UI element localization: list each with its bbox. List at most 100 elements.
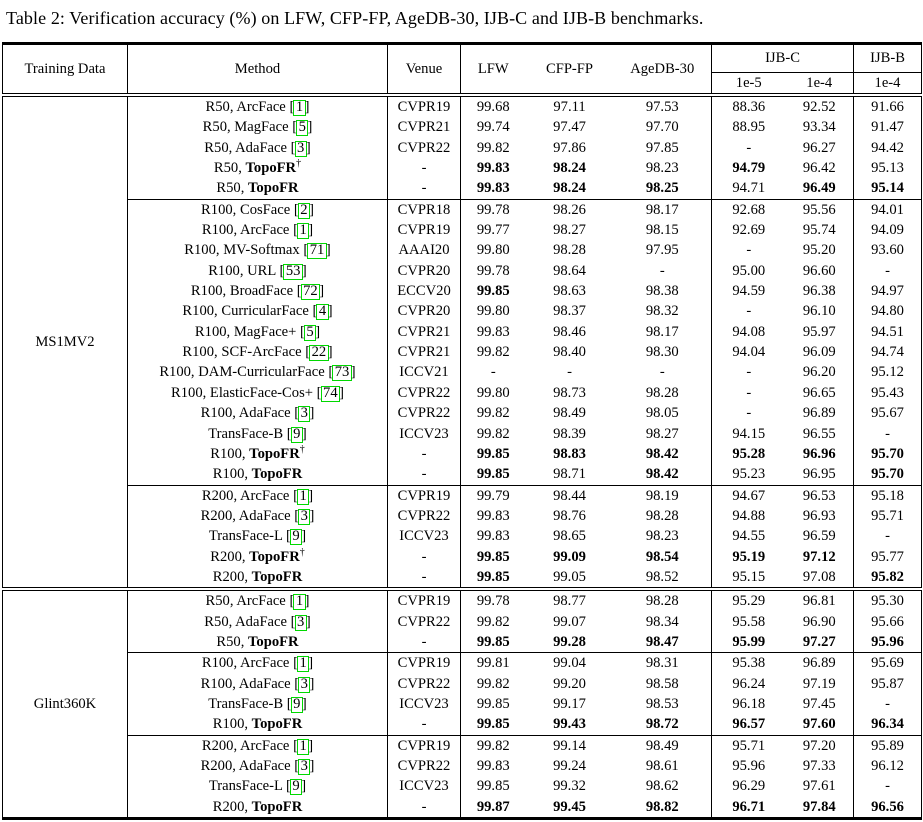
method-prefix: R50, bbox=[205, 593, 237, 610]
value-cell: 98.58 bbox=[613, 673, 712, 694]
citation-link[interactable]: 53 bbox=[283, 263, 303, 280]
citation-link[interactable]: 72 bbox=[300, 284, 321, 301]
method-prefix: R200, bbox=[212, 568, 252, 585]
citation-link[interactable]: 1 bbox=[296, 656, 310, 673]
col-header-ijbc-1e-5: 1e-5 bbox=[711, 72, 786, 97]
value-cell: 97.86 bbox=[553, 139, 586, 156]
value-cell: 98.63 bbox=[553, 283, 586, 300]
value-cell: 98.05 bbox=[613, 403, 712, 424]
citation-link[interactable]: 1 bbox=[293, 594, 306, 611]
citation-link[interactable]: 71 bbox=[307, 243, 327, 260]
table-row: R100, ArcFace [1] CVPR19 99.77 98.27 98.15 92… bbox=[3, 220, 922, 241]
method-cell: R100, TopoFR† bbox=[127, 443, 388, 465]
method-prefix: R100, bbox=[182, 303, 222, 320]
citation-link[interactable]: 4 bbox=[316, 304, 329, 321]
citation-link[interactable]: 3 bbox=[298, 406, 311, 423]
citation-link[interactable]: 22 bbox=[309, 345, 329, 362]
value-cell: 91.66 bbox=[871, 99, 904, 115]
value-cell: 98.71 bbox=[553, 466, 586, 483]
citation-link[interactable]: 2 bbox=[297, 202, 311, 219]
table-row: R200, ArcFace [1] CVPR19 99.82 99.14 98.49 95… bbox=[3, 734, 922, 756]
venue-cell: CVPR19 bbox=[387, 652, 461, 674]
col-header-ijbc: IJB-C bbox=[711, 43, 854, 73]
citation-link[interactable]: 5 bbox=[296, 120, 309, 137]
citation-link[interactable]: 5 bbox=[303, 324, 317, 341]
method-name: TopoFR bbox=[248, 633, 299, 650]
citation-bracket: [ bbox=[293, 201, 299, 218]
method-prefix: R50, bbox=[216, 180, 249, 197]
venue-cell: CVPR22 bbox=[387, 505, 461, 527]
value-cell: 98.83 bbox=[553, 445, 586, 462]
citation-link[interactable]: 9 bbox=[290, 426, 303, 443]
citation-link[interactable]: 9 bbox=[289, 529, 303, 546]
citation-bracket: [ bbox=[293, 222, 298, 239]
method-prefix: R100, bbox=[194, 323, 234, 340]
citation-link[interactable]: 1 bbox=[293, 100, 306, 116]
value-cell: 99.43 bbox=[553, 716, 586, 733]
citation-link[interactable]: 3 bbox=[298, 759, 311, 775]
value-cell: 95.58 bbox=[732, 613, 766, 630]
method-cell: R50, TopoFR bbox=[127, 631, 388, 653]
value-cell: 92.68 bbox=[711, 198, 786, 221]
venue-cell: - bbox=[387, 464, 461, 486]
method-cell: R100, MagFace+ [5] bbox=[127, 321, 388, 343]
citation-link[interactable]: 3 bbox=[298, 509, 311, 525]
method-name: ArcFace bbox=[239, 222, 290, 239]
value-cell: 98.19 bbox=[613, 484, 712, 506]
value-cell: 95.18 bbox=[853, 484, 922, 506]
citation-link[interactable]: 74 bbox=[320, 386, 341, 402]
citation-link[interactable]: 1 bbox=[296, 738, 310, 755]
method-prefix: R100, bbox=[201, 655, 240, 672]
value-cell: 94.79 bbox=[732, 160, 766, 177]
value-cell: 98.23 bbox=[613, 526, 712, 547]
method-name: MagFace+ bbox=[233, 323, 297, 340]
value-cell: 96.53 bbox=[785, 484, 854, 506]
value-cell: - bbox=[885, 695, 890, 712]
method-cell: R200, ArcFace [1] bbox=[127, 484, 388, 506]
table-row: R100, ElasticFace-Cos+ [74] CVPR22 99.80 98… bbox=[3, 382, 922, 404]
value-cell: 99.83 bbox=[476, 507, 510, 524]
value-cell: 98.62 bbox=[613, 776, 712, 797]
citation-bracket: [ bbox=[292, 119, 298, 136]
value-cell: 95.70 bbox=[871, 445, 904, 462]
citation-link[interactable]: 3 bbox=[298, 676, 311, 693]
method-name: BroadFace bbox=[229, 283, 294, 300]
citation-link[interactable]: 3 bbox=[294, 614, 307, 631]
value-cell: 98.25 bbox=[613, 178, 712, 200]
value-cell: 99.83 bbox=[476, 528, 510, 545]
citation-link[interactable]: 1 bbox=[296, 488, 310, 505]
value-cell: 98.53 bbox=[613, 693, 712, 715]
venue-cell: ECCV20 bbox=[387, 281, 461, 302]
value-cell: 99.85 bbox=[476, 548, 510, 565]
table-row: R100, AdaFace [3] CVPR22 99.82 99.20 98.58 96… bbox=[3, 673, 922, 694]
value-cell: 99.77 bbox=[476, 222, 510, 239]
value-cell: 99.80 bbox=[476, 242, 510, 259]
value-cell: 98.23 bbox=[613, 158, 712, 179]
method-name: TransFace-B bbox=[208, 425, 284, 442]
citation-link[interactable]: 9 bbox=[289, 779, 303, 796]
value-cell: 95.30 bbox=[853, 587, 922, 612]
table-row: TransFace-B [9] ICCV23 99.82 98.39 98.27 94.1… bbox=[3, 423, 922, 444]
value-cell: 95.87 bbox=[871, 675, 904, 692]
citation-bracket: ] bbox=[301, 262, 307, 279]
method-cell: R50, MagFace [5] bbox=[127, 117, 388, 138]
value-cell: 99.79 bbox=[460, 484, 526, 506]
col-header-lfw: LFW bbox=[460, 43, 526, 97]
value-cell: 99.78 bbox=[476, 262, 510, 279]
value-cell: 99.28 bbox=[553, 633, 586, 650]
citation-link[interactable]: 73 bbox=[332, 365, 352, 382]
table-row: R100, URL [53] CVPR20 99.78 98.64-95.00 96.6… bbox=[3, 260, 922, 282]
value-cell: 95.19 bbox=[732, 548, 766, 565]
value-cell: 91.47 bbox=[871, 119, 904, 136]
citation-bracket: ] bbox=[309, 405, 315, 422]
citation-link[interactable]: 9 bbox=[290, 697, 303, 713]
method-name: TopoFR bbox=[251, 568, 303, 585]
value-cell: 95.71 bbox=[871, 507, 904, 524]
value-cell: - bbox=[746, 384, 752, 401]
method-name: TransFace-B bbox=[208, 695, 284, 712]
citation-link[interactable]: 1 bbox=[296, 223, 310, 240]
citation-link[interactable]: 3 bbox=[294, 140, 307, 157]
value-cell: 98.24 bbox=[553, 160, 586, 177]
method-prefix: R200, bbox=[200, 507, 239, 524]
citation-bracket: [ bbox=[294, 405, 300, 422]
